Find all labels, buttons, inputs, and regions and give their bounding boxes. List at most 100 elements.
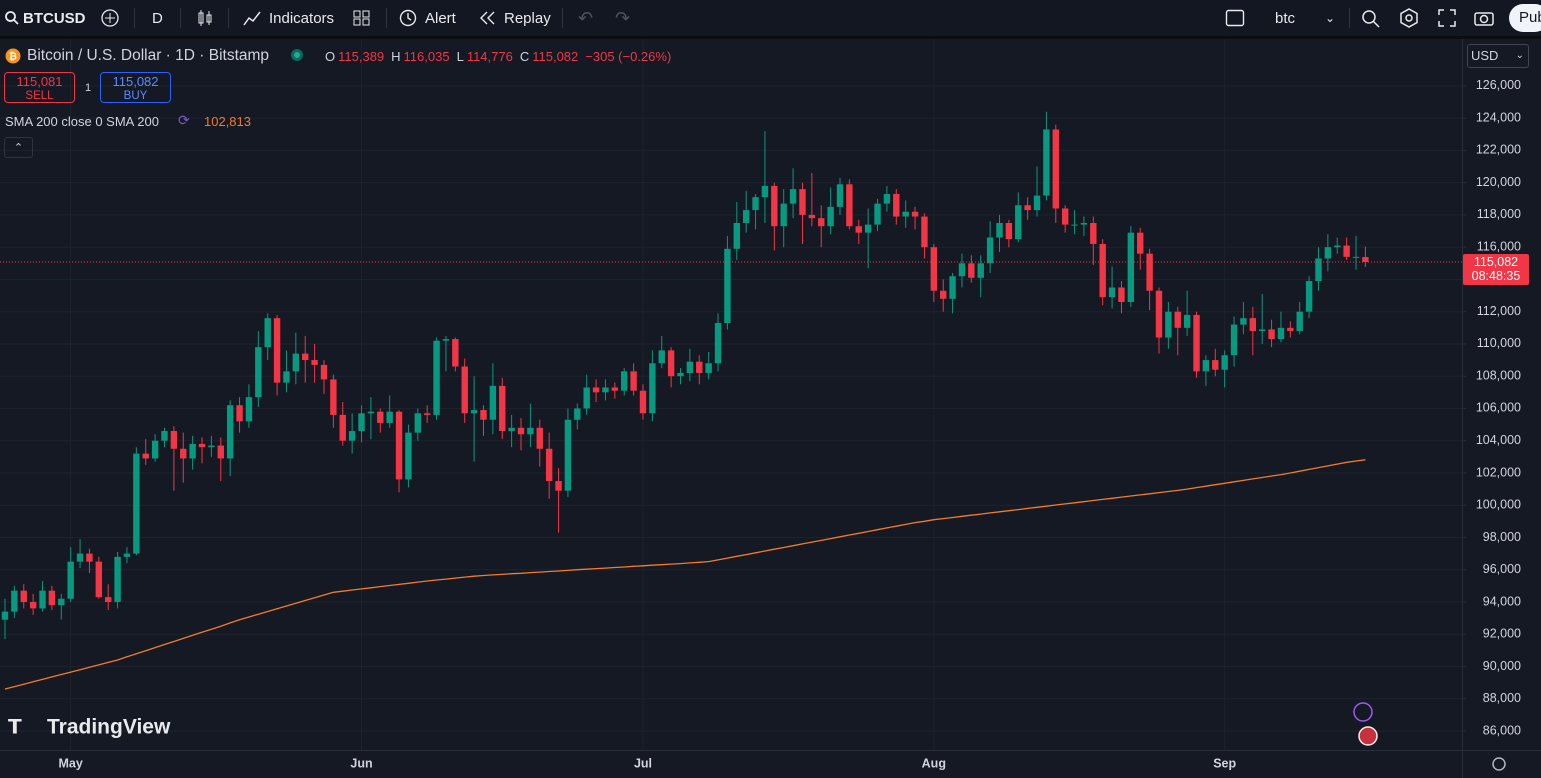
candle-body — [1127, 232, 1135, 303]
grid — [0, 39, 1462, 750]
quick-search[interactable] — [1360, 0, 1382, 36]
assistant-icon[interactable] — [1353, 702, 1373, 722]
candle-body — [114, 556, 121, 602]
indicators-icon — [243, 11, 261, 26]
candle-body — [386, 411, 393, 423]
brand-logo: 𝗧 — [8, 716, 22, 738]
candle-body — [836, 184, 844, 207]
candle-body — [864, 224, 872, 233]
candle-body — [705, 363, 712, 373]
alert-label: Alert — [425, 9, 456, 27]
candle-body — [76, 553, 84, 562]
candle-body — [818, 218, 825, 227]
candle-body — [264, 318, 271, 348]
interval[interactable]: D — [152, 9, 163, 27]
candle-body — [29, 601, 37, 609]
candle-body — [311, 360, 318, 365]
candle-body — [442, 339, 450, 341]
candle-body — [405, 432, 412, 480]
quantity[interactable]: 1 — [85, 82, 92, 94]
y-tick-label: 90,000 — [1483, 659, 1521, 673]
candle-body — [161, 431, 168, 441]
sell-button[interactable]: 115,081 SELL — [4, 72, 75, 103]
sma-line — [4, 459, 1366, 690]
dropdown-arrow: ⌄ — [1515, 50, 1524, 61]
candle-body — [330, 379, 337, 415]
x-tick-label: Jul — [634, 756, 652, 770]
settings-icon[interactable] — [1492, 757, 1506, 771]
search-icon — [5, 11, 19, 25]
candle-body — [283, 371, 290, 383]
y-tick-label: 102,000 — [1476, 465, 1521, 479]
candle-body — [208, 445, 215, 448]
candle-body — [517, 427, 525, 435]
alert-button[interactable]: Alert — [398, 0, 456, 36]
bitcoin-icon: ₿ — [5, 48, 21, 64]
candle-body — [1343, 245, 1350, 257]
candle-body — [940, 290, 947, 299]
y-tick-label: 112,000 — [1477, 304, 1521, 318]
low-label: L — [456, 49, 464, 64]
candle-body — [1230, 324, 1238, 356]
candle-body — [48, 590, 56, 606]
snapshot-button[interactable] — [1473, 0, 1495, 36]
candle-body — [86, 553, 93, 562]
layout-button[interactable] — [1225, 0, 1245, 36]
candle-body — [602, 387, 609, 393]
event-flag[interactable] — [1358, 726, 1378, 746]
candle-body — [592, 387, 600, 393]
currency-select[interactable]: USD ⌄ — [1467, 44, 1529, 68]
layout-name[interactable]: btc — [1275, 9, 1296, 27]
x-tick-label: Jun — [350, 756, 372, 770]
undo-button[interactable]: ↶ — [578, 7, 594, 28]
toolbar-background — [0, 0, 1541, 36]
price-axis — [1462, 39, 1541, 750]
indicator-value: 102,813 — [204, 114, 251, 129]
buy-price: 115,082 — [112, 74, 159, 89]
candle-body — [677, 372, 684, 377]
redo-button[interactable]: ↷ — [615, 7, 631, 28]
candle-body — [1305, 281, 1313, 312]
toolbar-border — [0, 36, 1541, 39]
settings-button[interactable] — [1398, 0, 1420, 36]
plus-icon — [101, 9, 119, 27]
candle-body — [358, 413, 365, 432]
replay-button[interactable]: Replay — [479, 0, 551, 36]
add-symbol[interactable] — [100, 0, 120, 36]
y-tick-label: 92,000 — [1483, 627, 1521, 641]
candle-body — [1165, 311, 1172, 338]
symbol: BTCUSD — [23, 9, 86, 27]
candle-body — [20, 590, 27, 602]
y-tick-label: 104,000 — [1476, 433, 1521, 447]
templates-button[interactable] — [352, 0, 372, 36]
candle-body — [1146, 253, 1153, 291]
candle-body — [752, 197, 759, 211]
candle-body — [1033, 195, 1041, 211]
candle-body — [1249, 318, 1257, 332]
candle-body — [545, 448, 553, 482]
fullscreen-button[interactable] — [1437, 0, 1457, 36]
chart-type[interactable] — [197, 0, 213, 36]
market-status[interactable] — [291, 49, 303, 61]
symbol-search[interactable]: BTCUSD — [4, 0, 86, 36]
candle-body — [742, 210, 750, 223]
candle-body — [217, 445, 224, 459]
candle-body — [630, 371, 637, 391]
candle-body — [611, 387, 619, 391]
indicator-loading-icon: ⟳ — [178, 112, 190, 128]
candle-body — [911, 211, 919, 217]
candle-body — [452, 339, 459, 367]
y-tick-label: 108,000 — [1476, 368, 1521, 382]
buy-button[interactable]: 115,082 BUY — [100, 72, 171, 103]
low-value: 114,776 — [466, 49, 513, 64]
candle-body — [1202, 360, 1210, 372]
open-label: O — [325, 49, 336, 64]
indicators-button[interactable]: Indicators — [242, 0, 334, 36]
svg-text:₿: ₿ — [9, 51, 17, 63]
candle-body — [1174, 311, 1181, 328]
candle-body — [949, 276, 956, 299]
y-tick-label: 100,000 — [1476, 498, 1521, 512]
publish-button[interactable]: Pub — [1509, 4, 1541, 32]
layout-dropdown[interactable]: ⌄ — [1325, 11, 1336, 25]
collapse-legend[interactable]: ⌃ — [4, 137, 33, 158]
